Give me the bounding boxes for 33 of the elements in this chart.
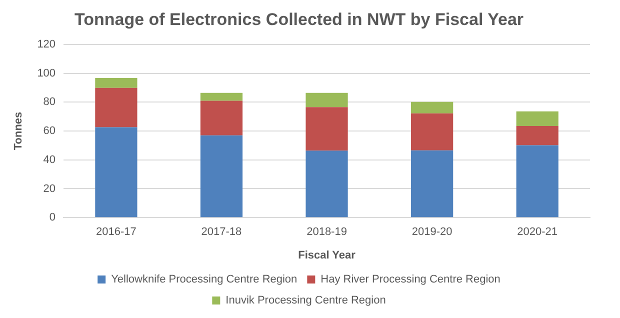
x-tick-label: 2017-18: [201, 226, 242, 238]
bar: [411, 113, 454, 150]
bar: [306, 107, 348, 151]
bar: [516, 126, 558, 146]
y-tick-label: 80: [43, 96, 56, 108]
legend-label: Hay River Processing Centre Region: [320, 274, 500, 286]
y-tick-label: 40: [43, 154, 56, 166]
bar: [516, 111, 558, 126]
bar: [200, 92, 243, 101]
bar: [306, 150, 348, 218]
bar: [411, 102, 454, 114]
y-tick-label: 0: [49, 212, 56, 224]
y-tick-label: 100: [37, 67, 56, 80]
bar: [306, 92, 348, 108]
x-axis-title: Fiscal Year: [298, 249, 356, 262]
bar: [95, 88, 138, 128]
x-tick-label: 2018-19: [306, 226, 347, 238]
x-tick-label: 2019-20: [412, 226, 452, 238]
x-tick-label: 2016-17: [96, 226, 136, 238]
y-tick-label: 60: [43, 125, 56, 138]
legend-label: Inuvik Processing Centre Region: [226, 294, 386, 307]
y-axis-title: Tonnes: [12, 112, 25, 150]
bar: [516, 145, 558, 218]
bar: [200, 135, 243, 218]
y-tick-label: 120: [37, 38, 56, 50]
bar: [200, 100, 243, 136]
x-tick-label: 2020-21: [517, 226, 558, 238]
bar: [411, 150, 454, 218]
legend-label: Yellowknife Processing Centre Region: [111, 274, 298, 286]
y-tick-label: 20: [43, 182, 56, 195]
bar: [95, 127, 138, 218]
chart-title: Tonnage of Electronics Collected in NWT by Fiscal Year: [74, 10, 524, 29]
bar: [95, 78, 138, 88]
